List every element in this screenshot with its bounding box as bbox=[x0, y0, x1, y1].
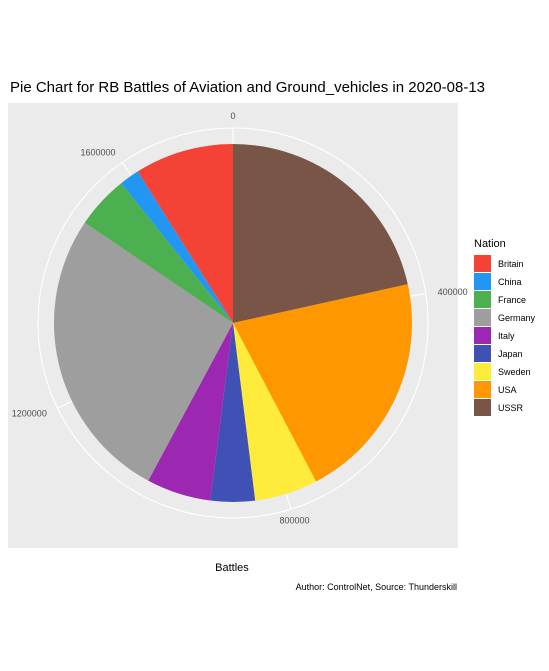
legend-label-france: France bbox=[498, 295, 526, 305]
pie-slice-italy bbox=[148, 323, 233, 501]
pie-slice-japan bbox=[210, 323, 256, 503]
legend: Nation Britain China France Germany Italy Jap… bbox=[474, 238, 536, 416]
legend-swatch-france bbox=[474, 291, 491, 308]
legend-label-china: China bbox=[498, 277, 522, 287]
pie-slices bbox=[54, 144, 412, 503]
legend-label-britain: Britain bbox=[498, 259, 524, 269]
legend-swatch-usa bbox=[474, 381, 491, 398]
x-axis-title: Battles bbox=[215, 562, 249, 574]
chart-caption: Author: ControlNet, Source: Thunderskill bbox=[296, 582, 457, 592]
legend-label-italy: Italy bbox=[498, 331, 515, 341]
legend-swatch-ussr bbox=[474, 399, 491, 416]
pie-slice-ussr bbox=[233, 144, 408, 323]
legend-swatch-britain bbox=[474, 255, 491, 272]
pie-slice-china bbox=[121, 171, 233, 323]
legend-label-germany: Germany bbox=[498, 313, 536, 323]
legend-label-japan: Japan bbox=[498, 349, 523, 359]
chart-title: Pie Chart for RB Battles of Aviation and… bbox=[10, 79, 485, 96]
legend-label-usa: USA bbox=[498, 385, 517, 395]
legend-swatch-germany bbox=[474, 309, 491, 326]
pie-slice-usa bbox=[233, 284, 412, 482]
angle-tick-label-4: 1600000 bbox=[80, 148, 115, 158]
legend-label-sweden: Sweden bbox=[498, 367, 531, 377]
legend-label-ussr: USSR bbox=[498, 403, 524, 413]
angle-tick-label-3: 1200000 bbox=[12, 409, 47, 419]
pie-slice-germany bbox=[54, 222, 234, 481]
pie-slice-britain bbox=[137, 144, 233, 323]
angle-ticks: 0 400000 800000 1200000 1600000 bbox=[12, 111, 468, 526]
angle-tick-label-2: 800000 bbox=[279, 516, 309, 526]
legend-swatch-italy bbox=[474, 327, 491, 344]
legend-swatch-china bbox=[474, 273, 491, 290]
legend-title: Nation bbox=[474, 238, 506, 250]
legend-swatch-sweden bbox=[474, 363, 491, 380]
legend-swatch-japan bbox=[474, 345, 491, 362]
pie-slice-sweden bbox=[233, 323, 317, 501]
angle-tick-label-0: 0 bbox=[230, 111, 235, 121]
pie-slice-france bbox=[84, 183, 233, 323]
angle-tick-label-1: 400000 bbox=[438, 287, 468, 297]
